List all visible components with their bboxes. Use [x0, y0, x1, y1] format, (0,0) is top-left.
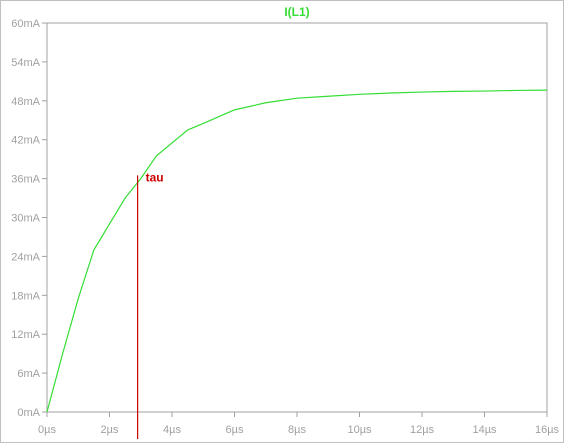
ticks: 0mA 6mA 12mA 18mA 24mA 30mA 36mA 42mA 48mA 54mA 60… [11, 18, 559, 436]
y-tick-label: 6mA [17, 368, 40, 380]
y-tick-label: 30mA [11, 213, 40, 225]
x-tick-label: 0µs [38, 424, 56, 436]
y-tick-label: 12mA [11, 329, 40, 341]
y-tick-label: 18mA [11, 290, 40, 302]
series-group[interactable] [46, 89, 548, 413]
annotations: tau [137, 170, 164, 439]
y-tick-label: 24mA [11, 251, 40, 263]
y-tick-label: 42mA [11, 135, 40, 147]
y-tick-label: 60mA [11, 18, 40, 30]
trace-title[interactable]: I(L1) [284, 5, 309, 19]
y-tick-label: 54mA [11, 57, 40, 69]
x-tick-label: 12µs [410, 424, 435, 436]
x-tick-label: 4µs [163, 424, 181, 436]
x-tick-label: 14µs [472, 424, 497, 436]
x-tick-label: 2µs [101, 424, 119, 436]
x-tick-label: 8µs [288, 424, 306, 436]
y-tick-label: 0mA [17, 407, 40, 419]
y-tick-label: 48mA [11, 96, 40, 108]
y-tick-label: 36mA [11, 174, 40, 186]
plot-frame [46, 22, 548, 413]
series-line-i-l1[interactable] [46, 89, 548, 413]
x-tick-label: 10µs [347, 424, 372, 436]
tau-label: tau [146, 170, 164, 184]
x-tick-label: 16µs [535, 424, 560, 436]
x-tick-label: 6µs [226, 424, 244, 436]
axes [46, 22, 548, 413]
